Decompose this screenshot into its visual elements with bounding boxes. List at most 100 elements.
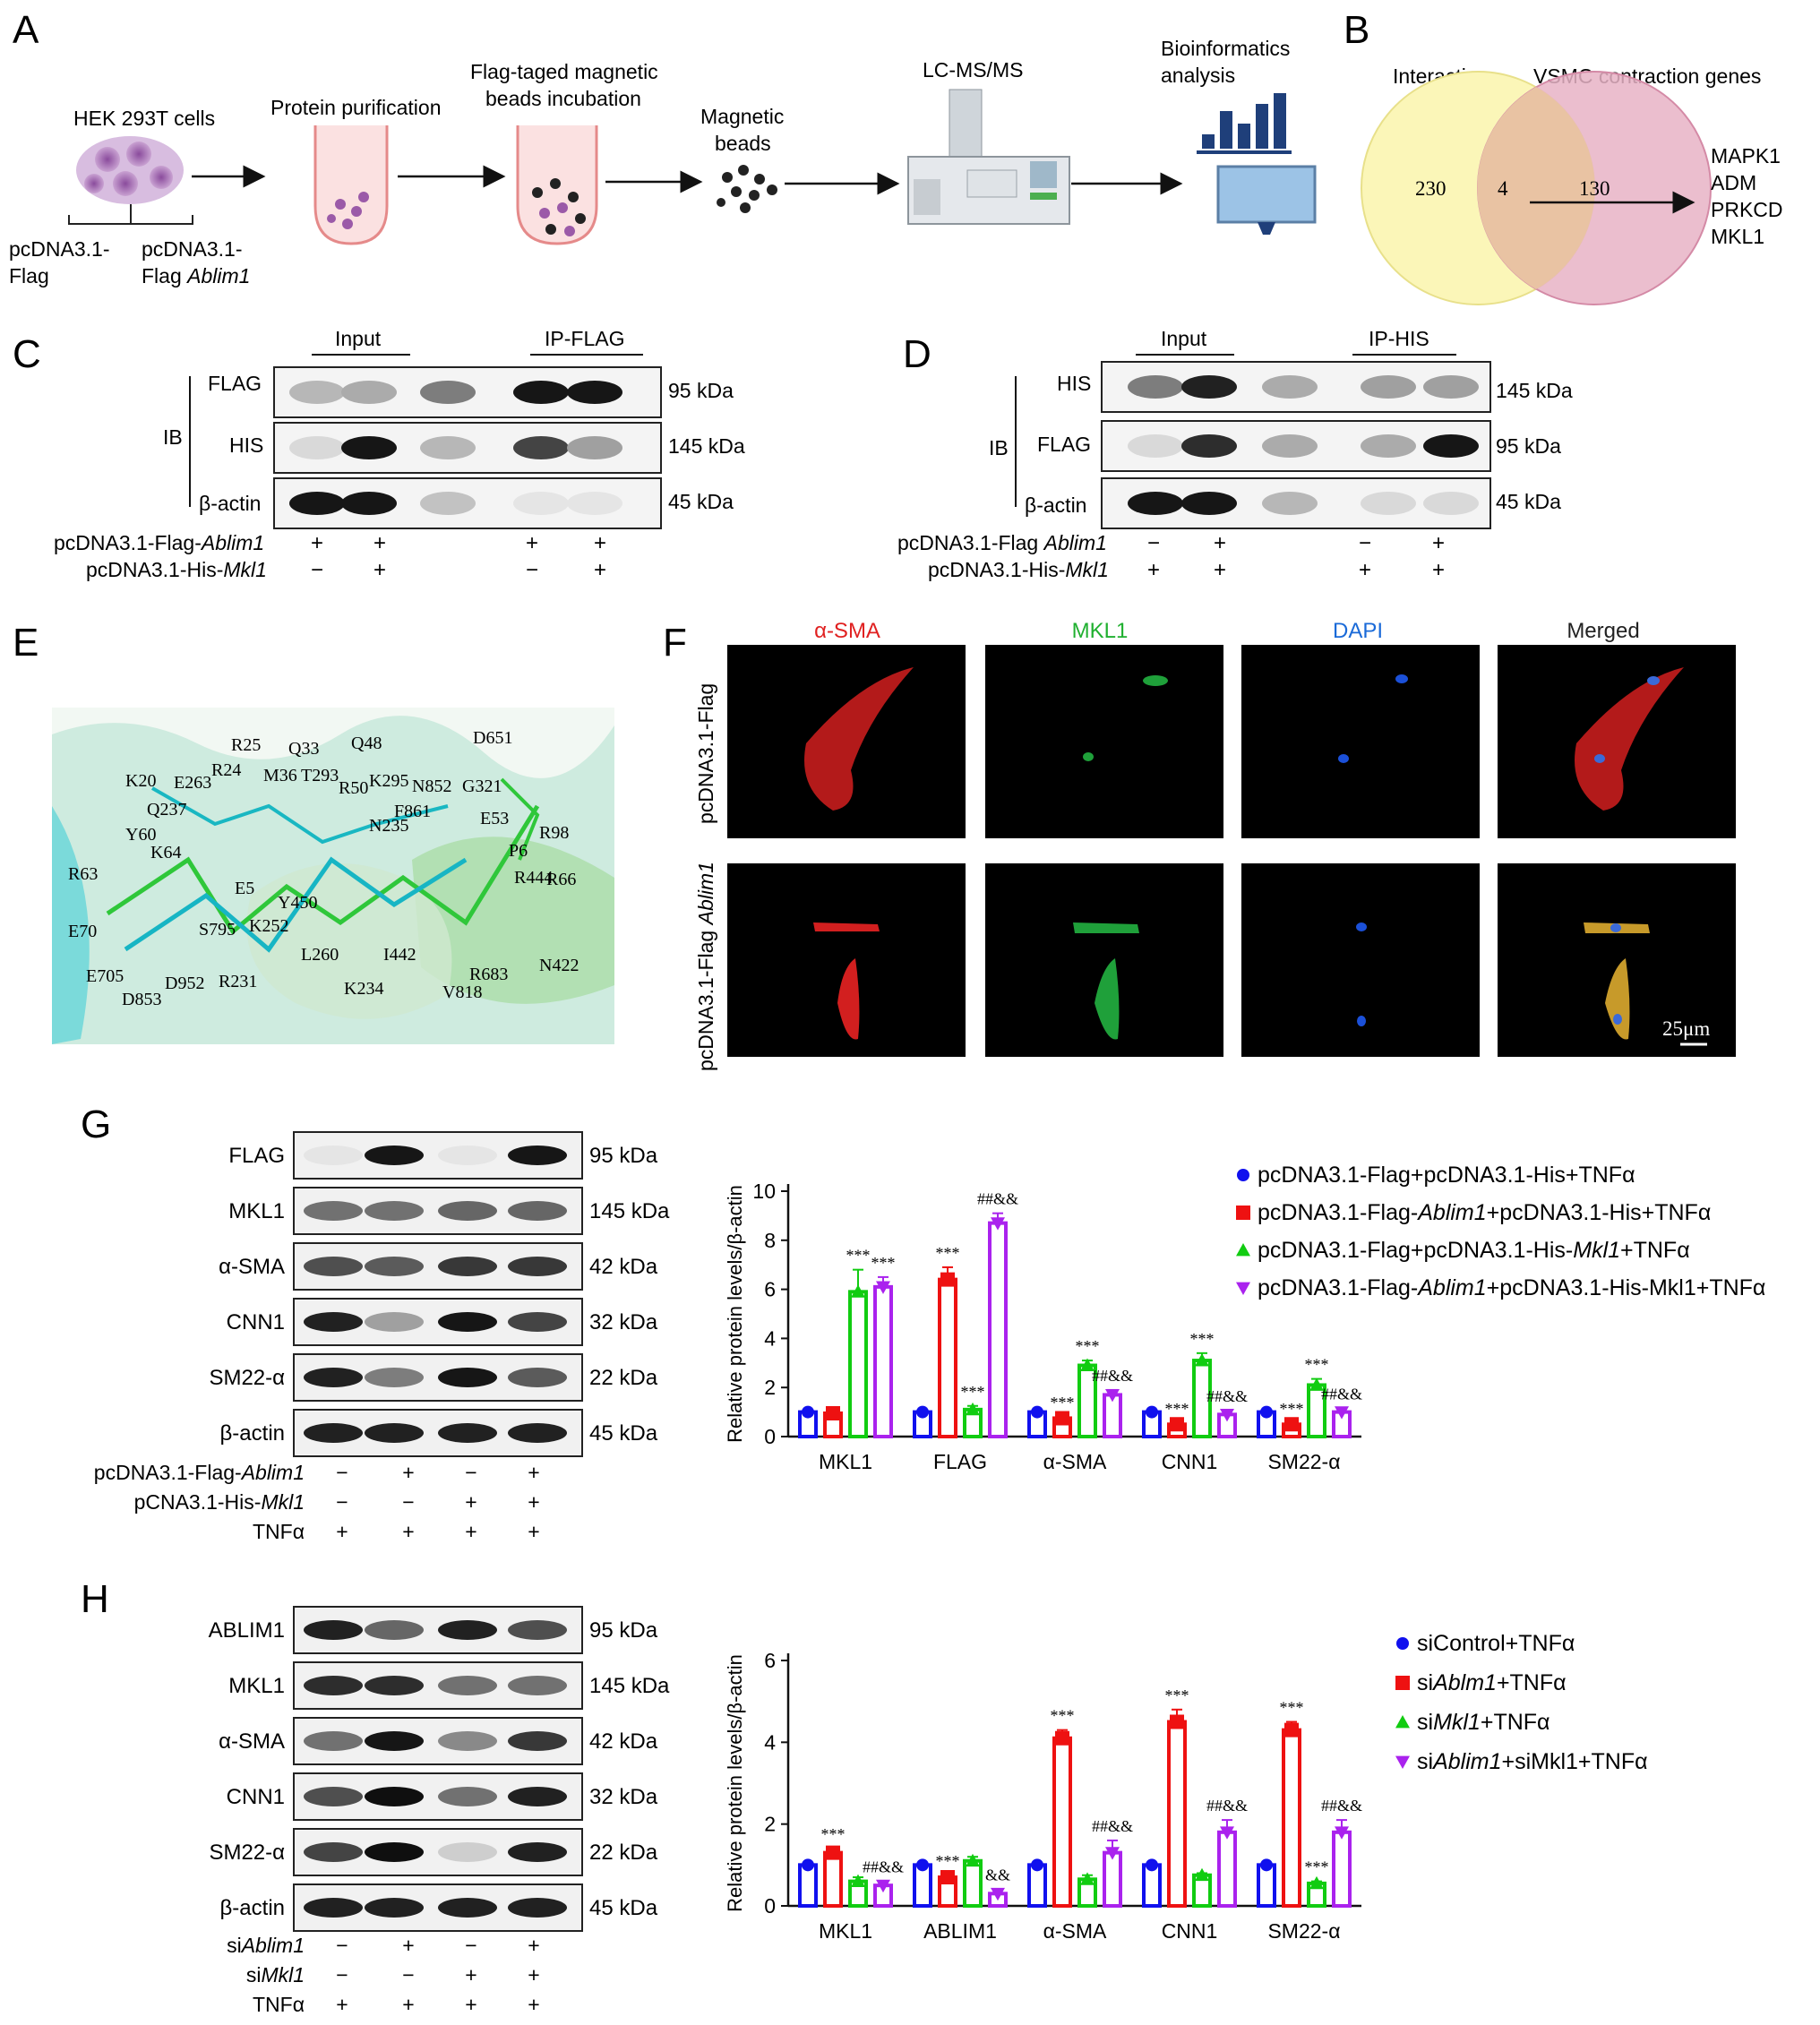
legend-label-part: +siMkl1+TNFα <box>1501 1749 1647 1774</box>
residue-label: K64 <box>150 843 181 862</box>
legend-label: pcDNA3.1-Flag-Ablim1+pcDNA3.1-His+TNFα <box>1258 1200 1711 1225</box>
condition-label-italic: Ablim1 <box>240 1461 305 1484</box>
data-point <box>1105 1847 1120 1860</box>
blot-size-label: 145 kDa <box>589 1199 670 1223</box>
blot-band <box>438 1731 497 1751</box>
significance-label: *** <box>1051 1394 1075 1411</box>
condition-sign: + <box>336 1993 348 2016</box>
blot-size-label: 32 kDa <box>589 1310 658 1334</box>
data-point <box>940 1272 955 1287</box>
data-point <box>876 1879 890 1893</box>
condition-sign: − <box>336 1461 348 1484</box>
plasmid2-line1: pcDNA3.1- <box>142 237 242 261</box>
panel-a: A HEK 293T cells pcDNA3.1- Flag pcDNA3.1… <box>9 8 1317 287</box>
legend-marker <box>1395 1676 1410 1690</box>
plasmid2-line2a: Flag <box>142 264 187 287</box>
blot-band <box>1423 434 1479 458</box>
c-signs: + + + + − + − + <box>311 531 606 582</box>
c-band-label-1: FLAG <box>208 372 262 395</box>
blot-band <box>508 1787 567 1806</box>
blot-band <box>304 1368 363 1387</box>
h-conditions: siAblim1− + − +siMkl1− − + +TNFα + + + + <box>227 1934 540 2016</box>
monitor-icon <box>1216 165 1317 235</box>
residue-label: G321 <box>462 777 502 796</box>
step-lcms-label: LC-MS/MS <box>923 58 1023 82</box>
blot-band <box>438 1787 497 1806</box>
bar <box>938 1277 957 1439</box>
step-bioinf-label-1: Bioinformatics <box>1161 37 1290 60</box>
significance-label: *** <box>961 1383 985 1401</box>
blot-band <box>508 1676 567 1695</box>
condition-label-part: TNFα <box>253 1520 305 1543</box>
c-cond2-b: Mkl1 <box>223 558 267 581</box>
blot-band <box>438 1368 497 1387</box>
blot-size-label: 22 kDa <box>589 1366 658 1390</box>
f-column-headers: α-SMA MKL1 DAPI Merged <box>814 619 1640 643</box>
residue-label: R231 <box>219 972 257 991</box>
legend-label: siMkl1+TNFα <box>1417 1710 1550 1735</box>
tube-1-icon <box>313 125 389 245</box>
residue-label: S795 <box>199 920 236 940</box>
bar <box>1103 1850 1122 1908</box>
data-point <box>1309 1377 1324 1391</box>
legend-label-part: +pcDNA3.1-His+TNFα <box>1487 1200 1712 1225</box>
condition-sign: + <box>373 558 386 582</box>
residue-label: L260 <box>301 945 339 965</box>
panel-c-label: C <box>13 332 41 376</box>
significance-label: *** <box>1051 1707 1075 1725</box>
blot-size-label: 22 kDa <box>589 1841 658 1865</box>
d-cond2-b: Mkl1 <box>1065 558 1109 581</box>
blot-band <box>1128 492 1183 515</box>
condition-sign: + <box>465 1520 476 1543</box>
blot-band <box>304 1201 363 1221</box>
blot-band <box>289 381 345 404</box>
h-blot: ABLIM1 95 kDa MKL1 145 kDa α-SMA 42 kDa CNN1 32… <box>209 1606 670 1932</box>
condition-sign: + <box>373 531 386 555</box>
legend-marker <box>1396 1637 1409 1650</box>
condition-sign: + <box>465 1993 476 2016</box>
blot-band <box>508 1731 567 1751</box>
condition-label: pcDNA3.1-Flag-Ablim1 <box>94 1461 305 1484</box>
significance-label: *** <box>1280 1699 1304 1717</box>
data-point <box>1170 1417 1184 1432</box>
x-tick-label: CNN1 <box>1162 1919 1218 1943</box>
blot-size-label: 95 kDa <box>589 1144 658 1168</box>
blot-band-label: SM22-α <box>209 1366 285 1390</box>
legend-marker <box>1395 1715 1410 1729</box>
condition-label: TNFα <box>253 1520 305 1543</box>
data-point <box>1284 1722 1299 1738</box>
panel-g: G FLAG 95 kDa MKL1 145 kDa α-SMA 42 kDa CNN1 32… <box>81 1103 1765 1543</box>
blot-band <box>304 1620 363 1640</box>
bar <box>1332 1830 1352 1909</box>
blot-band <box>438 1898 497 1918</box>
residue-label: D853 <box>122 990 161 1009</box>
panel-g-label: G <box>81 1103 111 1146</box>
bar <box>1217 1830 1237 1909</box>
data-point <box>966 1402 980 1416</box>
panel-b: B Interaction VSMC contraction genes 230… <box>1344 8 1783 305</box>
residue-label: K252 <box>249 916 288 936</box>
residue-label: E53 <box>480 809 509 828</box>
residue-label: R25 <box>231 735 261 755</box>
condition-sign: − <box>465 1934 476 1957</box>
d-cond1-b: Ablim1 <box>1043 531 1107 554</box>
legend-label: pcDNA3.1-Flag+pcDNA3.1-His-Mkl1+TNFα <box>1258 1238 1690 1263</box>
condition-sign: + <box>1147 558 1160 582</box>
blot-band <box>289 436 345 459</box>
significance-label: ##&& <box>1321 1797 1362 1815</box>
y-tick-label: 8 <box>764 1229 776 1252</box>
panel-f-label: F <box>663 621 687 665</box>
c-ib-label: IB <box>163 425 183 449</box>
venn-right-count: 130 <box>1579 177 1610 200</box>
blot-band <box>513 492 569 515</box>
blot-band-label: FLAG <box>228 1144 285 1168</box>
residue-label: V818 <box>442 982 482 1002</box>
blot-size-label: 45 kDa <box>589 1896 658 1920</box>
x-tick-label: ABLIM1 <box>923 1919 997 1943</box>
legend-label-part: +TNFα <box>1481 1710 1550 1735</box>
condition-label-part: pCNA3.1-His- <box>134 1490 262 1514</box>
condition-label: siAblim1 <box>227 1934 305 1957</box>
x-tick-label: α-SMA <box>1043 1450 1107 1473</box>
blot-band <box>438 1423 497 1443</box>
condition-label-part: TNFα <box>253 1993 305 2016</box>
